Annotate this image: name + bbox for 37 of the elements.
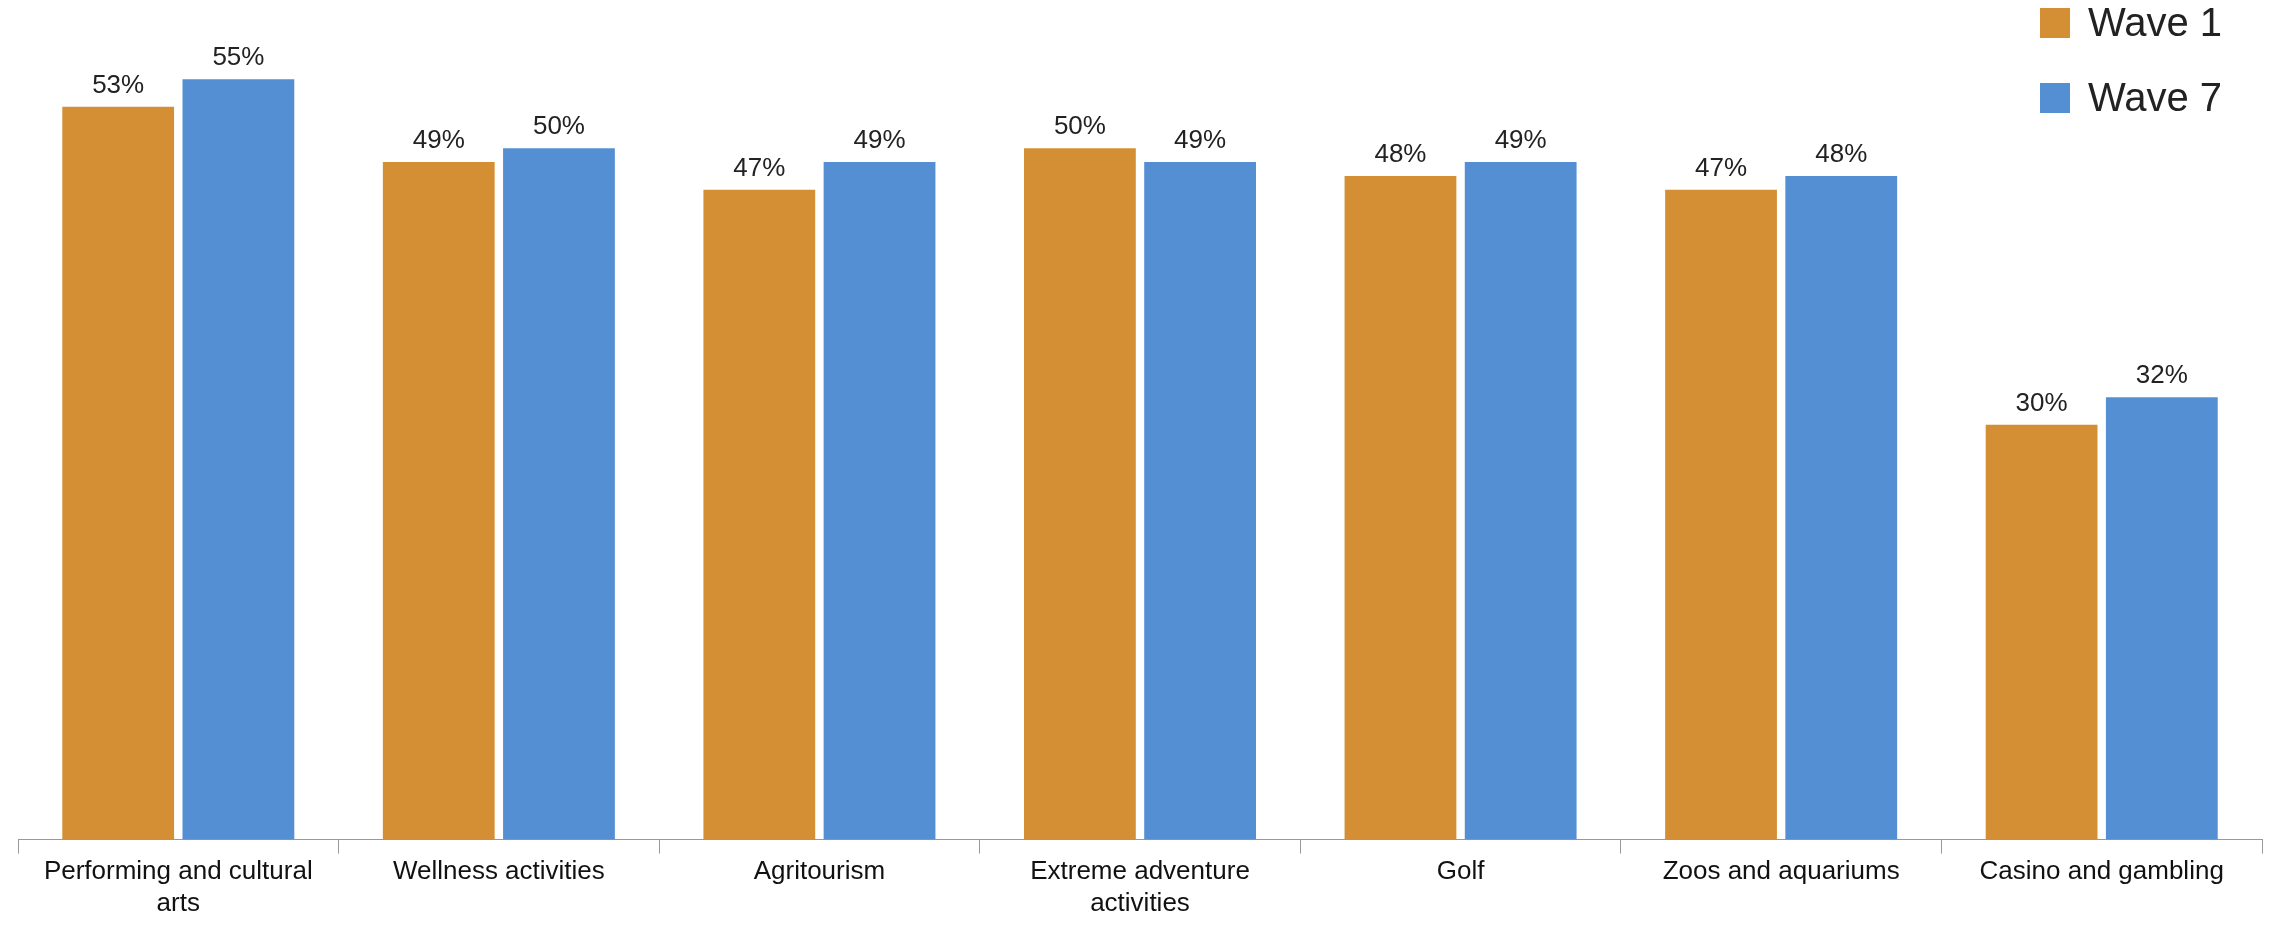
data-label: 32%	[2135, 359, 2188, 390]
legend-label: Wave 1	[2087, 0, 2222, 45]
data-label: 49%	[1494, 124, 1547, 155]
data-label: 53%	[92, 68, 145, 99]
data-label: 50%	[1053, 110, 1106, 141]
data-label: 49%	[1174, 124, 1227, 155]
data-label: 48%	[1815, 138, 1868, 169]
bar	[2105, 397, 2218, 840]
bar	[823, 162, 936, 840]
data-label: 49%	[853, 124, 906, 155]
bar	[1785, 175, 1898, 840]
bar	[1985, 424, 2098, 840]
bar	[1464, 162, 1577, 840]
x-tick-label: Extreme adventure activities	[1030, 855, 1250, 917]
data-label: 48%	[1374, 138, 1427, 169]
bar	[62, 106, 175, 840]
x-tick-label: Golf	[1436, 855, 1486, 886]
bar	[703, 189, 816, 840]
x-tick-label: Casino and gambling	[1979, 855, 2224, 886]
bar	[1023, 148, 1136, 840]
x-tick-label: Zoos and aquariums	[1662, 855, 1900, 886]
data-label: 47%	[1695, 151, 1748, 182]
bar	[382, 162, 495, 840]
bar	[1665, 189, 1777, 840]
bar	[182, 79, 295, 840]
x-tick-label: Performing and cultural arts	[43, 855, 313, 917]
bar	[1144, 162, 1257, 840]
data-label: 50%	[532, 110, 585, 141]
bar	[503, 148, 615, 840]
legend-label: Wave 7	[2087, 75, 2222, 120]
data-label: 47%	[733, 151, 786, 182]
bar	[1344, 175, 1457, 840]
x-tick-label: Wellness activities	[392, 855, 605, 886]
data-label: 30%	[2015, 386, 2068, 417]
x-tick-label: Agritourism	[753, 855, 886, 886]
data-label: 55%	[212, 41, 265, 72]
data-label: 49%	[412, 124, 465, 155]
